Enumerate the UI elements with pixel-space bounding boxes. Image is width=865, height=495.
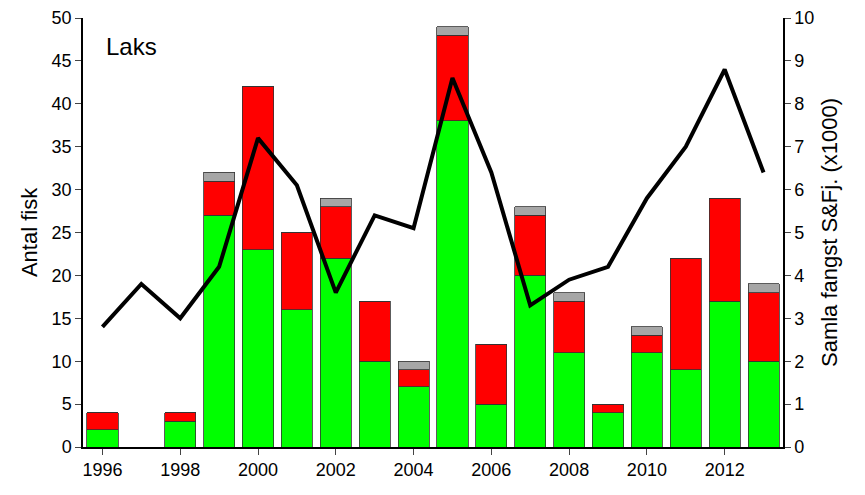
svg-text:45: 45: [52, 51, 72, 71]
svg-text:8: 8: [794, 94, 804, 114]
svg-text:15: 15: [52, 309, 72, 329]
svg-text:3: 3: [794, 309, 804, 329]
svg-text:Laks: Laks: [106, 33, 157, 60]
svg-text:10: 10: [52, 352, 72, 372]
svg-text:2006: 2006: [471, 460, 511, 480]
svg-text:Antal fisk: Antal fisk: [17, 187, 42, 277]
svg-text:40: 40: [52, 94, 72, 114]
svg-text:1996: 1996: [82, 460, 122, 480]
svg-text:0: 0: [794, 437, 804, 457]
svg-text:2000: 2000: [238, 460, 278, 480]
svg-text:1: 1: [794, 394, 804, 414]
svg-text:1998: 1998: [160, 460, 200, 480]
svg-text:4: 4: [794, 266, 804, 286]
svg-text:10: 10: [794, 8, 814, 28]
svg-text:5: 5: [62, 394, 72, 414]
svg-text:2010: 2010: [627, 460, 667, 480]
svg-text:9: 9: [794, 51, 804, 71]
svg-text:50: 50: [52, 8, 72, 28]
svg-text:6: 6: [794, 180, 804, 200]
svg-text:30: 30: [52, 180, 72, 200]
svg-text:20: 20: [52, 266, 72, 286]
svg-text:25: 25: [52, 223, 72, 243]
svg-text:2002: 2002: [316, 460, 356, 480]
svg-text:2008: 2008: [549, 460, 589, 480]
svg-text:2: 2: [794, 352, 804, 372]
svg-text:35: 35: [52, 137, 72, 157]
svg-text:2012: 2012: [705, 460, 745, 480]
svg-text:0: 0: [62, 437, 72, 457]
svg-text:5: 5: [794, 223, 804, 243]
svg-text:2004: 2004: [394, 460, 434, 480]
svg-text:7: 7: [794, 137, 804, 157]
svg-text:Samla fangst S&Fj. (x1000): Samla fangst S&Fj. (x1000): [817, 98, 842, 367]
